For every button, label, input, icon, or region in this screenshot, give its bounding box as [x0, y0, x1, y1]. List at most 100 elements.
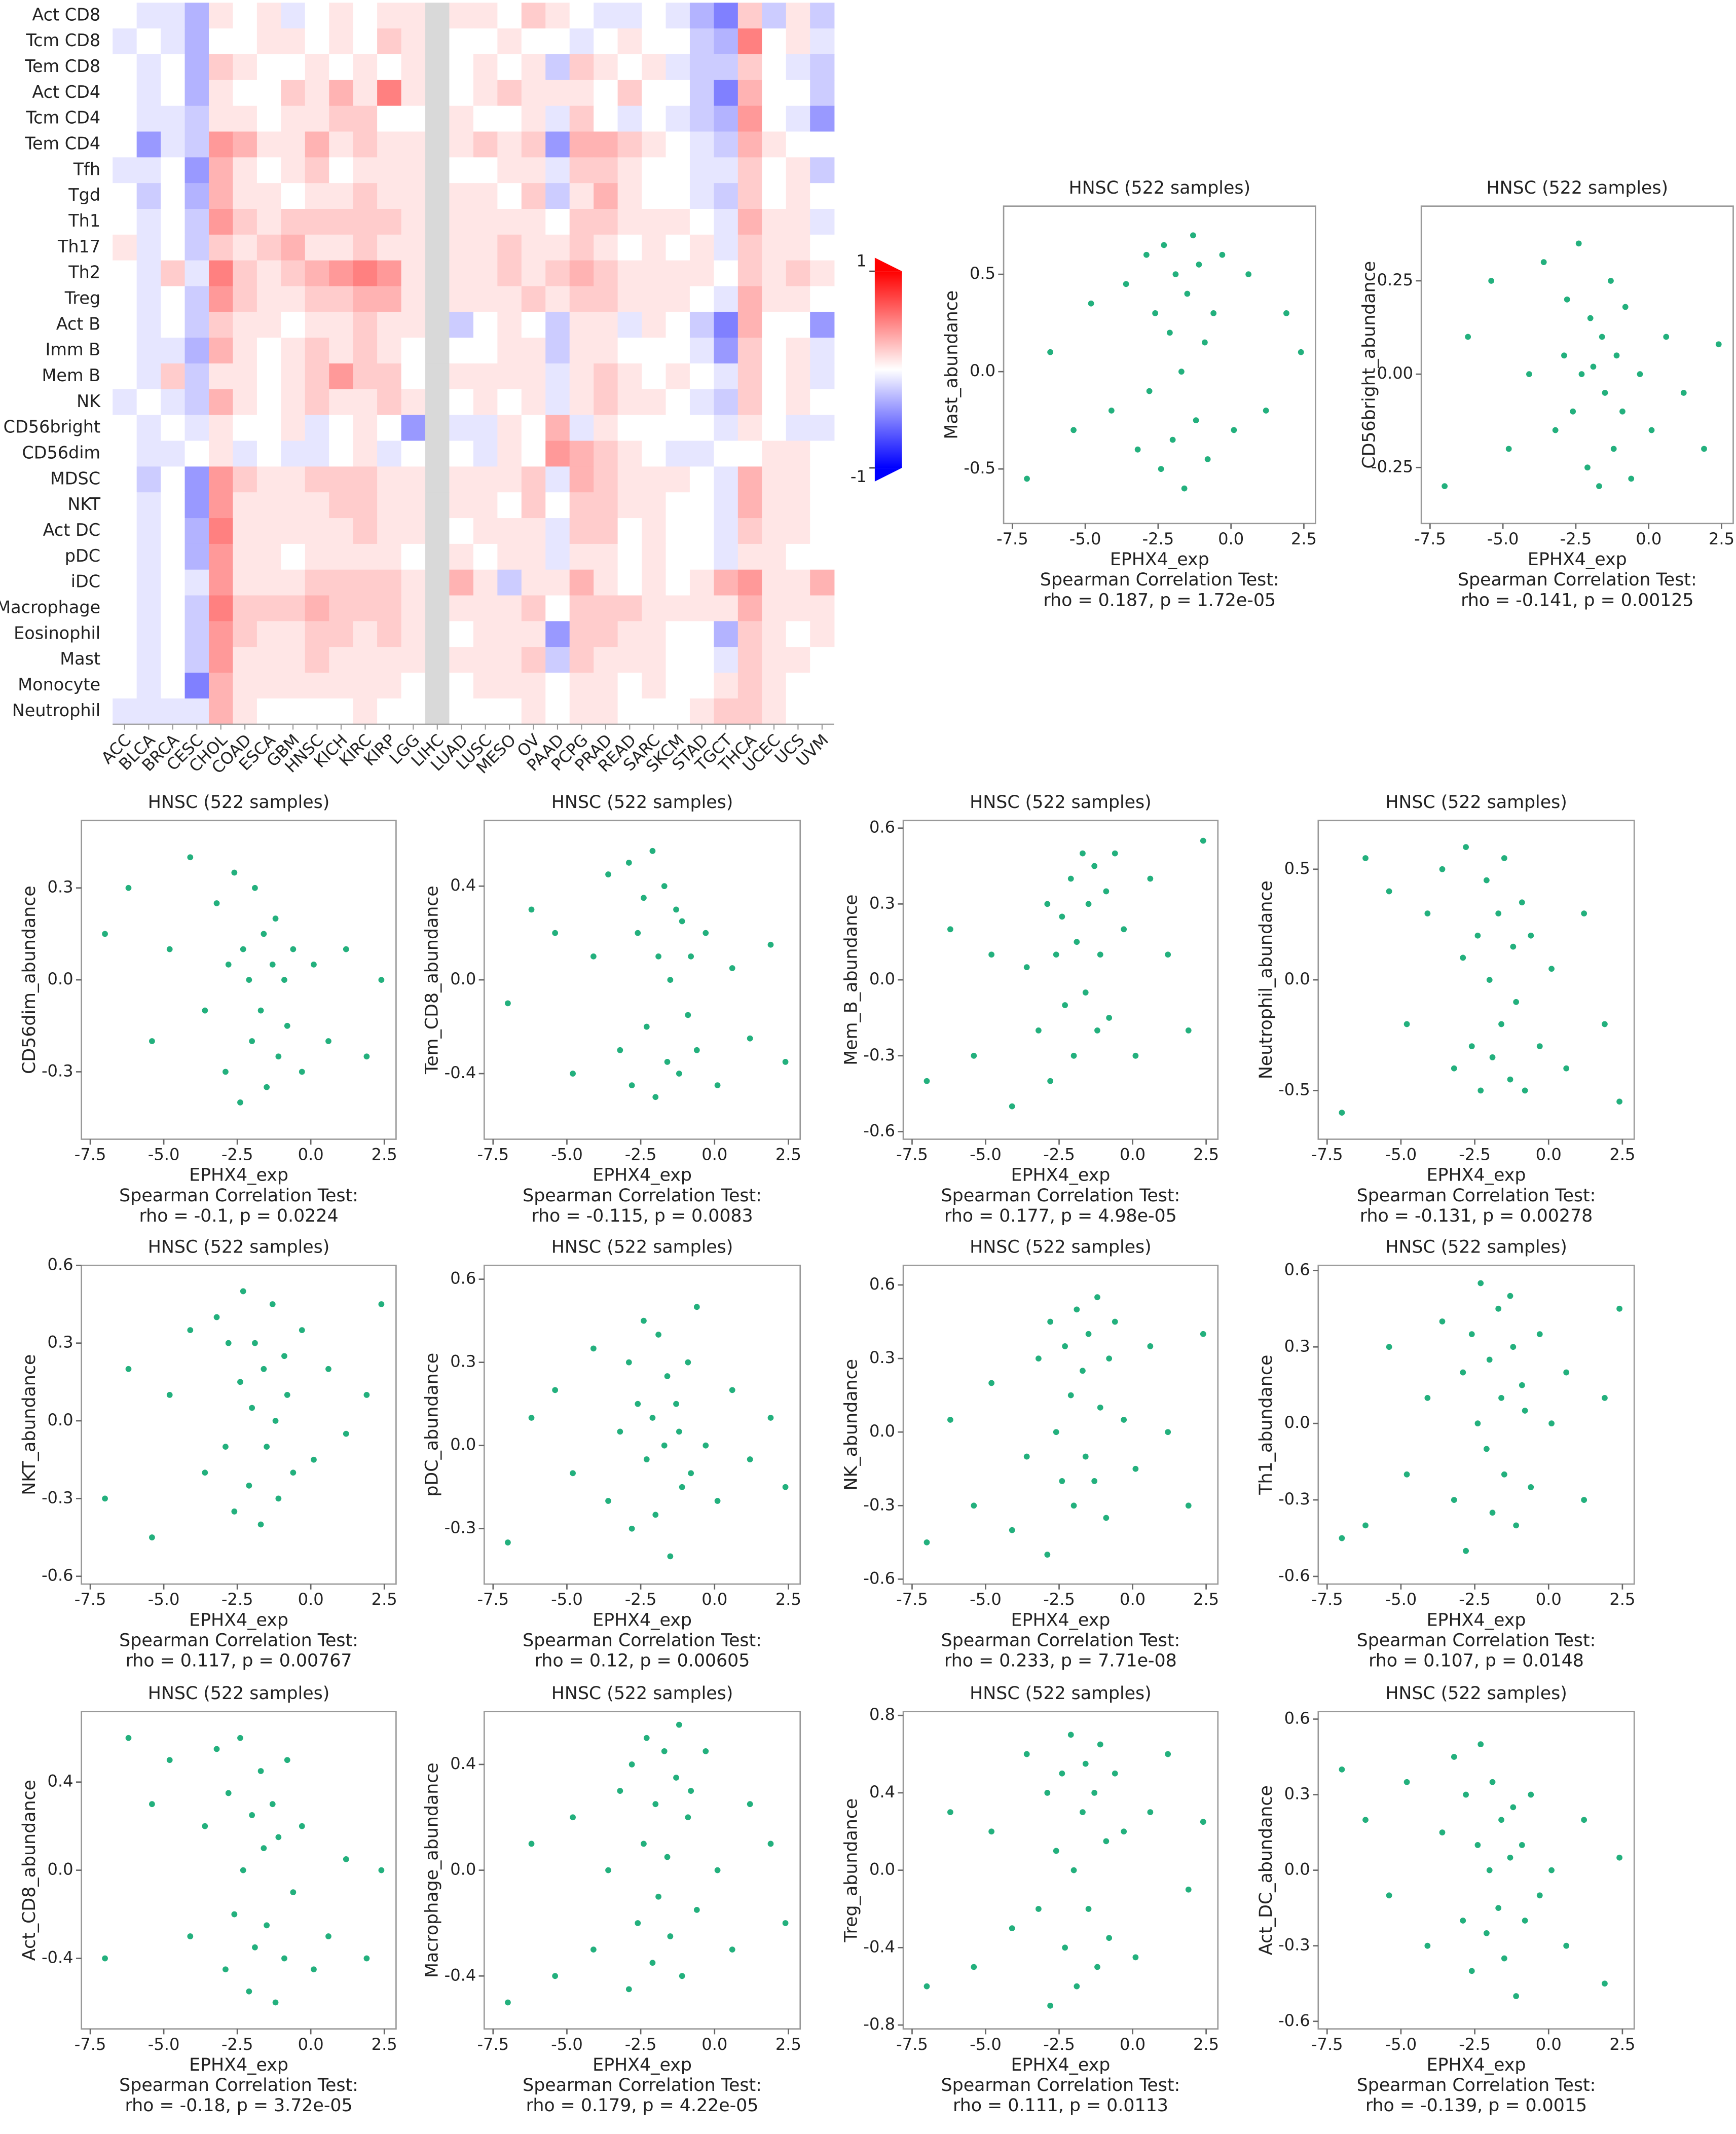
heatmap-cell [401, 105, 426, 132]
y-tick-label: -0.6 [863, 1568, 895, 1588]
heatmap-cell [617, 312, 642, 339]
heatmap-cell [136, 518, 161, 544]
point [1590, 363, 1597, 370]
heatmap-cell [545, 234, 570, 261]
heatmap-cell [569, 260, 594, 287]
point [782, 1484, 789, 1490]
point [1468, 1331, 1475, 1338]
heatmap-cell [617, 131, 642, 158]
x-tick-label: -7.5 [477, 2035, 509, 2054]
point [1181, 485, 1188, 492]
heatmap-cell [666, 28, 690, 55]
point [664, 1854, 671, 1860]
y-tick-label: -0.8 [863, 2014, 895, 2034]
heatmap-cell [305, 698, 330, 725]
point [1619, 408, 1626, 415]
y-tick-label: -0.6 [1278, 2011, 1310, 2030]
point [363, 1955, 370, 1962]
point [1088, 300, 1094, 307]
heatmap-cell [737, 415, 763, 441]
point [552, 1973, 559, 1979]
point [1460, 1918, 1466, 1924]
heatmap-cell [377, 466, 402, 493]
test-label: Spearman Correlation Test: [119, 2075, 358, 2095]
y-tick-label: 0.0 [869, 1421, 895, 1441]
heatmap-cell [256, 647, 282, 673]
heatmap-cell [642, 595, 667, 622]
point [299, 1327, 305, 1333]
heatmap-cell [594, 415, 618, 441]
point [747, 1035, 753, 1042]
heatmap-cell [762, 54, 787, 81]
y-tick-label: -0.5 [964, 458, 995, 477]
point [1200, 837, 1206, 844]
heatmap-cell [281, 673, 306, 699]
stat-label: rho = -0.18, p = 3.72e-05 [125, 2095, 352, 2116]
heatmap-cell [281, 595, 306, 622]
heatmap-cell [113, 647, 137, 673]
point [652, 1094, 659, 1100]
heatmap-cell [545, 440, 570, 467]
heatmap-cell [161, 389, 186, 416]
stat-label: rho = -0.141, p = 0.00125 [1461, 590, 1693, 610]
heatmap-cell [256, 415, 282, 441]
x-tick-label: 0.0 [1120, 2035, 1146, 2054]
heatmap-cell [161, 518, 186, 544]
heatmap-cell [449, 105, 474, 132]
heatmap-cell [569, 234, 594, 261]
point [1548, 1420, 1555, 1427]
point [1070, 427, 1077, 433]
heatmap-cell [329, 54, 354, 81]
heatmap-cell [233, 131, 257, 158]
point [149, 1038, 155, 1044]
heatmap-cell [353, 621, 378, 648]
heatmap-cell [136, 260, 161, 287]
test-label: Spearman Correlation Test: [941, 2075, 1180, 2095]
heatmap-cell [208, 286, 234, 313]
point [988, 951, 994, 958]
row-label: NKT [67, 494, 100, 514]
heatmap-cell [497, 80, 522, 106]
heatmap-cell [521, 286, 546, 313]
point [1047, 1318, 1054, 1325]
heatmap-cell [714, 260, 738, 287]
row-label: Neutrophil [12, 701, 100, 720]
point [166, 1392, 173, 1398]
heatmap-cell [281, 518, 306, 544]
point [693, 1906, 700, 1913]
heatmap-cell [377, 569, 402, 596]
point [782, 1059, 789, 1065]
heatmap-cell [449, 209, 474, 235]
heatmap-cell [617, 673, 642, 699]
heatmap-cell [617, 466, 642, 493]
heatmap-cell [208, 131, 234, 158]
point [1522, 1087, 1528, 1094]
heatmap-cell [689, 131, 715, 158]
point [246, 1988, 252, 1995]
heatmap-cell [617, 209, 642, 235]
point [1074, 1983, 1080, 1990]
heatmap-cell [810, 234, 835, 261]
y-axis-label: Act_CD8_abundance [19, 1780, 40, 1961]
heatmap-cell [786, 673, 810, 699]
row-label: pDC [65, 546, 100, 566]
heatmap-cell [737, 131, 763, 158]
point [1528, 1791, 1534, 1798]
heatmap-cell [545, 131, 570, 158]
heatmap-cell [642, 234, 667, 261]
heatmap-cell [329, 389, 354, 416]
point [1637, 371, 1643, 378]
x-tick-label: -5.0 [1385, 1145, 1417, 1164]
heatmap-cell [714, 54, 738, 81]
x-tick-label: -7.5 [1311, 2035, 1343, 2054]
heatmap-cell [208, 492, 234, 519]
heatmap-cell [281, 54, 306, 81]
heatmap-cell [473, 260, 498, 287]
heatmap-cell [473, 621, 498, 648]
heatmap-cell [521, 673, 546, 699]
point [1178, 369, 1185, 375]
heatmap-cell [113, 595, 137, 622]
stat-label: rho = 0.12, p = 0.00605 [535, 1651, 750, 1671]
point [1112, 1318, 1118, 1325]
heatmap-cell [762, 260, 787, 287]
